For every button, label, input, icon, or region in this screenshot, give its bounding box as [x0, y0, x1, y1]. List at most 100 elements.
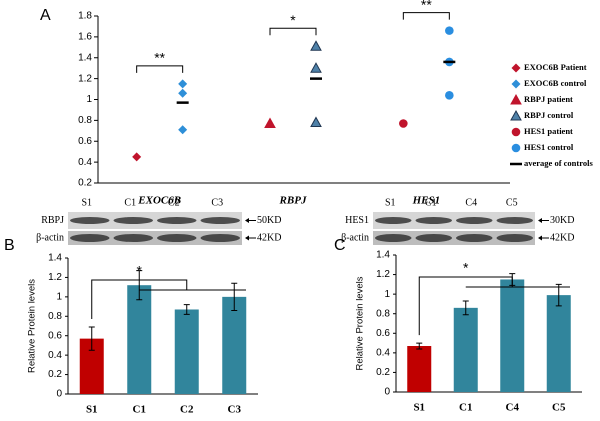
blot-arrowhead	[538, 218, 542, 223]
x-category-label: C3	[228, 404, 242, 416]
blot-strip	[68, 212, 242, 229]
blot-band	[496, 234, 533, 242]
error-bar	[183, 304, 190, 315]
x-category-label: RBPJ	[279, 195, 307, 207]
panel-label: A	[40, 7, 51, 24]
bar	[127, 285, 152, 394]
y-tick-label: 0.6	[48, 330, 62, 341]
blot-band	[375, 217, 412, 224]
blot-band	[375, 234, 412, 242]
diamond-point	[178, 79, 188, 89]
y-tick-label: 1.4	[78, 52, 92, 63]
error-bar	[416, 342, 423, 350]
lane-label: S1	[81, 197, 92, 208]
blot-row-label: RBPJ	[41, 215, 64, 226]
significance-label: *	[137, 263, 143, 279]
significance-bracket	[136, 65, 184, 73]
y-tick-label: 1	[86, 94, 92, 105]
circle-point	[445, 26, 454, 35]
y-tick-label: 1.2	[78, 73, 92, 84]
y-tick-label: 0	[56, 389, 62, 400]
y-axis-label: Relative Protein levels	[27, 279, 38, 373]
y-tick-label: 1	[56, 291, 62, 302]
legend-label: RBPJ patient	[524, 94, 573, 104]
legend-marker	[511, 127, 521, 137]
bar	[500, 279, 525, 392]
blot-size-label: 42KD	[550, 232, 574, 243]
legend-label: HES1 patient	[524, 126, 573, 136]
legend-label: HES1 control	[524, 142, 574, 152]
y-tick-label: 1.4	[48, 253, 62, 264]
y-tick-label: 0.2	[78, 178, 92, 189]
blot-band	[70, 217, 110, 224]
error-bar	[462, 300, 469, 316]
blot-band	[415, 234, 452, 242]
y-tick-label: 1.4	[376, 250, 390, 261]
lane-label: S1	[385, 197, 396, 208]
triangle-point	[310, 62, 322, 73]
blot-arrowhead	[245, 218, 249, 223]
blot-arrowhead	[538, 235, 542, 241]
x-category-label: C1	[133, 404, 146, 416]
significance-label: *	[290, 12, 296, 28]
x-category-label: S1	[86, 404, 98, 416]
blot-band	[157, 217, 197, 224]
x-category-label: C2	[180, 404, 194, 416]
y-tick-label: 0.2	[48, 369, 62, 380]
bar	[222, 296, 247, 394]
y-axis-label: Relative Protein levels	[355, 276, 366, 370]
lane-label: C4	[465, 197, 477, 208]
x-category-label: S1	[413, 402, 425, 414]
y-tick-label: 1.8	[78, 11, 92, 22]
panel-label: C	[334, 237, 346, 254]
y-tick-label: 0.2	[376, 367, 390, 378]
y-tick-label: 0.6	[376, 328, 390, 339]
circle-point	[445, 91, 454, 100]
legend-label: RBPJ control	[524, 110, 574, 120]
y-tick-label: 0.8	[48, 311, 62, 322]
y-tick-label: 1.2	[376, 269, 390, 280]
significance-bracket	[402, 12, 450, 20]
triangle-point	[310, 116, 322, 127]
blot-size-label: 30KD	[550, 215, 574, 226]
blot-size-label: 50KD	[257, 215, 281, 226]
blot-strip	[373, 212, 535, 229]
blot-band	[157, 234, 197, 242]
blot-band	[113, 217, 153, 224]
blot-band	[456, 217, 493, 224]
lane-label: C3	[211, 197, 223, 208]
significance-bracket	[269, 27, 317, 36]
blot-strip	[373, 231, 535, 245]
blot-row-label: β-actin	[36, 232, 64, 243]
blot-row-label: β-actin	[341, 232, 369, 243]
diamond-point	[132, 152, 142, 162]
y-tick-label: 0.4	[78, 157, 92, 168]
blot-arrowhead	[245, 235, 249, 241]
legend-label: EXOC6B Patient	[524, 62, 587, 72]
significance-label: **	[421, 0, 432, 12]
diamond-point	[178, 125, 188, 135]
bar	[453, 307, 478, 392]
blot-size-label: 42KD	[257, 232, 281, 243]
y-tick-label: 0.4	[376, 347, 390, 358]
blot-band	[415, 217, 452, 224]
legend-marker	[511, 63, 521, 73]
x-category-label: EXOC6B	[137, 195, 181, 207]
legend-label: average of controls	[524, 158, 593, 168]
x-category-label: HES1	[412, 195, 441, 207]
blot-band	[200, 234, 240, 242]
legend-marker	[511, 79, 521, 89]
y-tick-label: 1.2	[48, 272, 62, 283]
error-bar	[231, 282, 238, 311]
blot-row-label: HES1	[345, 215, 369, 226]
lane-label: C1	[124, 197, 136, 208]
y-tick-label: 1	[384, 289, 390, 300]
x-category-label: C1	[459, 402, 472, 414]
error-bar	[136, 270, 143, 301]
y-tick-label: 0.4	[48, 350, 62, 361]
bar	[546, 295, 571, 392]
y-tick-label: 0.8	[78, 115, 92, 126]
y-tick-label: 1.6	[78, 32, 92, 43]
significance-bracket	[418, 276, 513, 336]
blot-band	[70, 234, 110, 242]
